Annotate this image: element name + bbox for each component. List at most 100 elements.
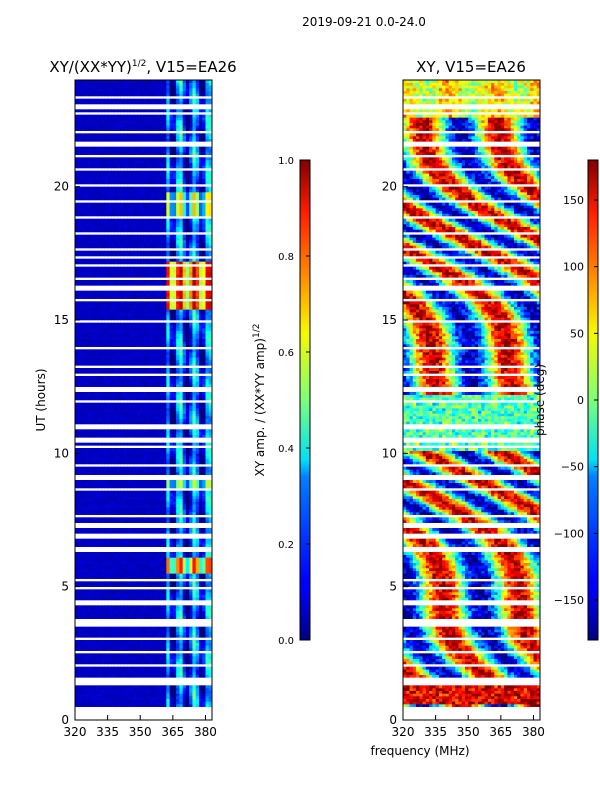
heatmap-cell	[110, 672, 115, 675]
heatmap-cell	[81, 410, 86, 414]
heatmap-cell	[205, 392, 210, 395]
heatmap-cell	[110, 666, 115, 670]
heatmap-cell	[104, 432, 109, 435]
heatmap-cell	[192, 336, 197, 339]
heatmap-cell	[88, 360, 92, 363]
heatmap-cell	[123, 362, 128, 366]
heatmap-cell	[205, 336, 210, 339]
heatmap-cell	[91, 496, 95, 499]
heatmap-cell	[117, 570, 122, 574]
heatmap-cell	[153, 613, 157, 617]
heatmap-cell	[81, 560, 86, 563]
heatmap-cell	[156, 661, 161, 665]
heatmap-cell	[146, 565, 151, 569]
heatmap-cell	[94, 552, 99, 555]
heatmap-cell	[84, 570, 89, 574]
heatmap-cell	[117, 597, 122, 601]
heatmap-cell	[97, 410, 102, 414]
heatmap-cell	[189, 349, 193, 353]
heatmap-cell	[130, 413, 135, 417]
heatmap-cell	[117, 613, 122, 617]
heatmap-cell	[97, 461, 102, 465]
heatmap-cell	[182, 344, 187, 347]
heatmap-cell	[150, 634, 154, 638]
heatmap-cell	[169, 656, 174, 659]
heatmap-cell	[156, 557, 161, 561]
heatmap-cell	[159, 661, 164, 665]
heatmap-cell	[123, 392, 128, 395]
heatmap-cell	[107, 421, 112, 425]
heatmap-cell	[150, 408, 154, 411]
heatmap-cell	[127, 504, 131, 507]
heatmap-cell	[159, 418, 164, 422]
heatmap-cell	[146, 434, 151, 438]
heatmap-cell	[198, 296, 203, 299]
heatmap-cell	[192, 594, 197, 598]
heatmap-cell	[117, 480, 122, 483]
heatmap-cell	[84, 442, 89, 446]
heatmap-cell	[130, 616, 135, 619]
heatmap-cell	[153, 328, 157, 331]
heatmap-cell	[195, 648, 200, 651]
heatmap-cell	[84, 562, 89, 566]
heatmap-cell	[123, 410, 128, 414]
heatmap-cell	[120, 594, 125, 598]
heatmap-cell	[156, 581, 161, 585]
heatmap-cell	[146, 610, 151, 614]
heatmap-cell	[136, 296, 141, 299]
heatmap-cell	[94, 384, 99, 387]
heatmap-cell	[84, 378, 89, 382]
heatmap-cell	[185, 304, 190, 307]
heatmap-cell	[88, 378, 92, 382]
heatmap-cell	[120, 541, 125, 545]
heatmap-cell	[104, 482, 109, 486]
heatmap-cell	[202, 416, 206, 419]
heatmap-cell	[146, 336, 151, 339]
heatmap-cell	[195, 421, 200, 425]
heatmap-cell	[130, 538, 135, 542]
heatmap-cell	[143, 381, 148, 385]
heatmap-cell	[97, 568, 102, 571]
heatmap-cell	[110, 341, 115, 345]
heatmap-cell	[172, 669, 177, 673]
heatmap-cell	[117, 410, 122, 414]
heatmap-cell	[75, 405, 79, 409]
heatmap-cell	[172, 568, 177, 571]
heatmap-cell	[117, 672, 122, 675]
heatmap-cell	[117, 669, 122, 673]
heatmap-cell	[97, 616, 102, 619]
heatmap-cell	[75, 693, 79, 697]
heatmap-cell	[123, 434, 128, 438]
heatmap-cell	[123, 634, 128, 638]
heatmap-cell	[205, 376, 210, 379]
heatmap-cell	[136, 306, 141, 310]
heatmap-cell	[169, 640, 174, 643]
heatmap-cell	[110, 589, 115, 593]
heatmap-cell	[192, 581, 197, 585]
heatmap-cell	[94, 509, 99, 513]
heatmap-cell	[94, 336, 99, 339]
heatmap-cell	[150, 693, 154, 697]
heatmap-cell	[123, 552, 128, 555]
heatmap-cell	[123, 693, 128, 697]
heatmap-cell	[104, 661, 109, 665]
heatmap-cell	[91, 512, 95, 515]
heatmap-cell	[78, 581, 82, 585]
heatmap-cell	[176, 661, 180, 665]
heatmap-cell	[150, 501, 154, 505]
heatmap-cell	[78, 538, 82, 542]
heatmap-cell	[120, 605, 125, 609]
heatmap-cell	[195, 496, 200, 499]
heatmap-cell	[195, 349, 200, 353]
heatmap-cell	[97, 498, 102, 502]
heatmap-cell	[120, 370, 125, 374]
heatmap-cell	[117, 416, 122, 419]
heatmap-cell	[130, 584, 135, 587]
heatmap-cell	[198, 608, 203, 611]
heatmap-cell	[123, 565, 128, 569]
heatmap-cell	[133, 570, 138, 574]
heatmap-cell	[123, 592, 128, 595]
heatmap-cell	[107, 565, 112, 569]
heatmap-cell	[123, 301, 128, 305]
heatmap-cell	[150, 354, 154, 358]
